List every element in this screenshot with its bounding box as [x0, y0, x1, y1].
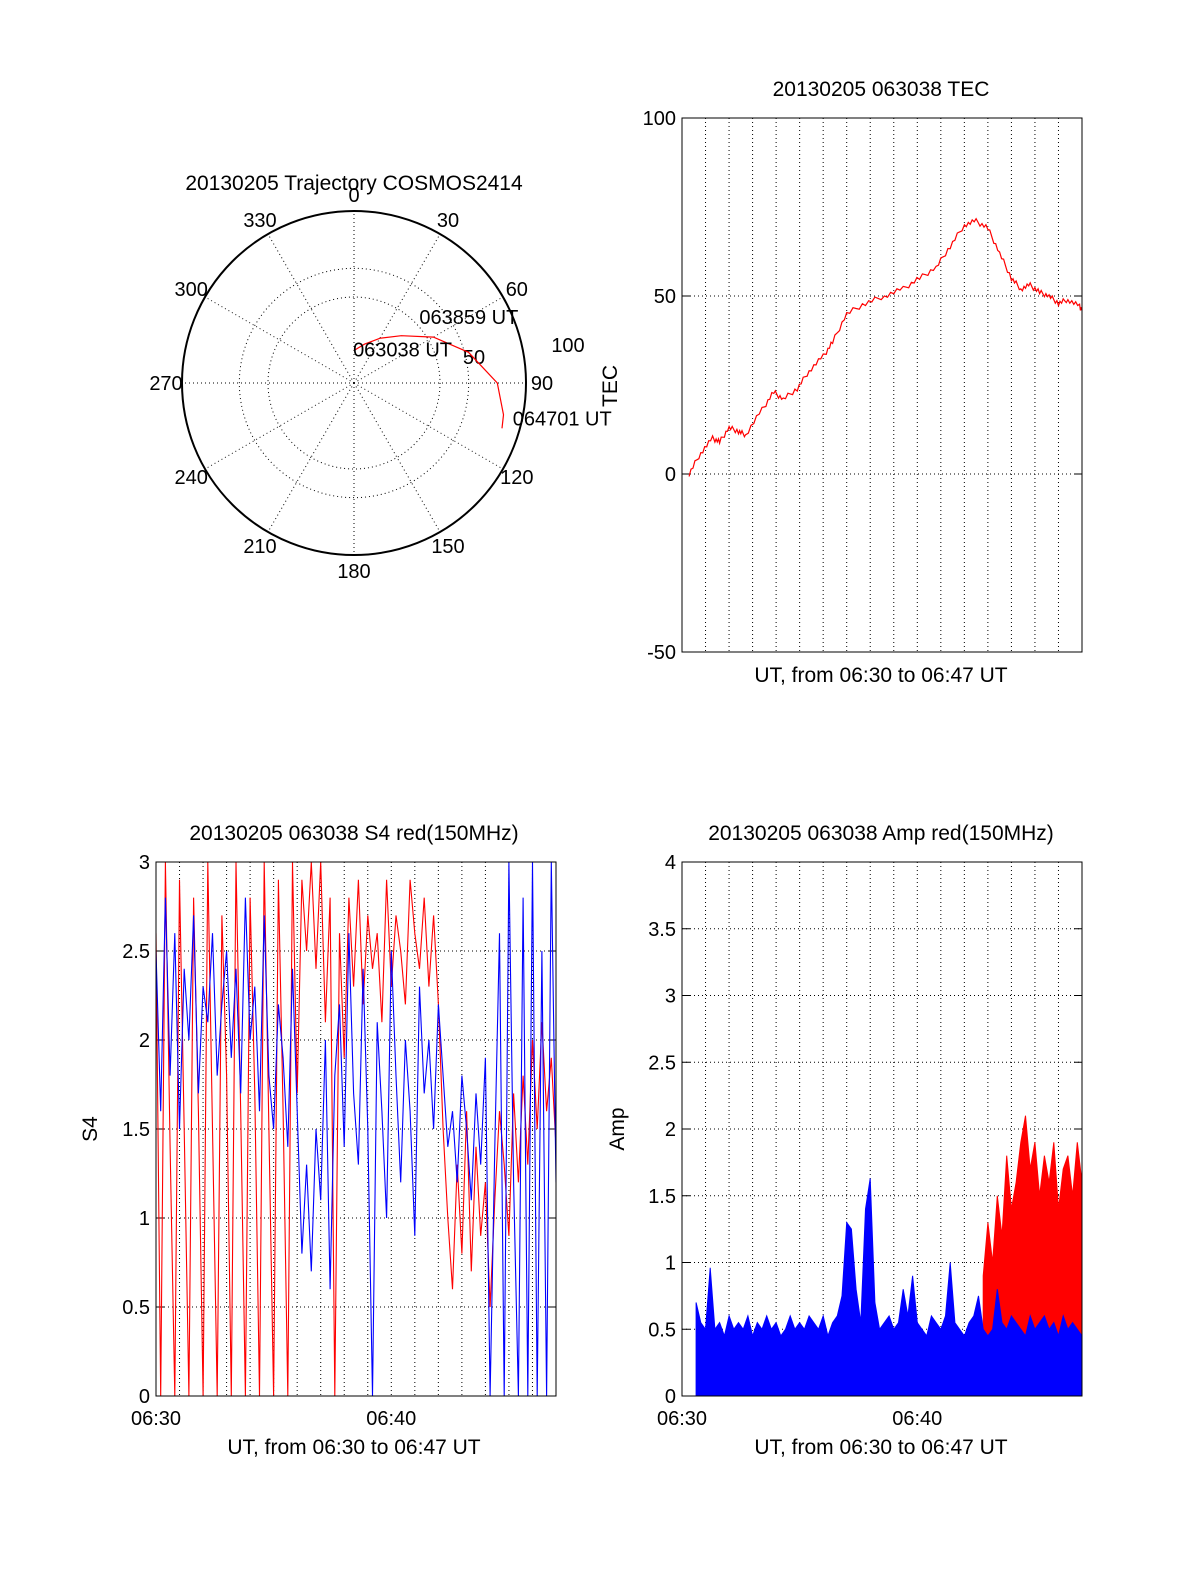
s4-ytick-label: 2	[139, 1030, 150, 1052]
polar-spoke	[267, 233, 355, 384]
amp-panel: 20130205 063038 Amp red(150MHz) UT, from…	[606, 822, 1083, 1459]
polar-azimuth-label: 90	[531, 373, 553, 395]
tec-ytick-label: -50	[647, 642, 676, 664]
amp-ytick-label: 0	[665, 1386, 676, 1408]
s4-red-series	[156, 862, 556, 1396]
tec-frame	[681, 117, 1083, 653]
s4-ytick-label: 0.5	[122, 1297, 150, 1319]
amp-xtick-label: 06:40	[892, 1408, 942, 1430]
polar-azimuth-label: 180	[337, 561, 370, 583]
polar-azimuth-label: 240	[174, 467, 207, 489]
amp-blue-series	[695, 1178, 1083, 1397]
tec-series-line	[688, 217, 1083, 477]
polar-azimuth-label: 330	[243, 210, 276, 232]
s4-xtick-label: 06:40	[366, 1408, 416, 1430]
tec-ylabel: TEC	[599, 365, 622, 407]
s4-ytick-label: 2.5	[122, 941, 150, 963]
polar-trajectory-panel: 20130205 Trajectory COSMOS2414 0 30 60 90 12…	[149, 172, 611, 583]
polar-spoke	[353, 382, 504, 470]
polar-radial-label: 100	[551, 335, 584, 357]
s4-ytick-label: 0	[139, 1386, 150, 1408]
amp-ytick-label: 0.5	[648, 1319, 676, 1341]
polar-azimuth-label: 210	[243, 536, 276, 558]
polar-azimuth-label: 0	[348, 185, 359, 207]
s4-ytick-label: 1.5	[122, 1119, 150, 1141]
polar-spoke	[353, 233, 441, 384]
amp-ytick-label: 3.5	[648, 919, 676, 941]
polar-azimuth-label: 120	[500, 467, 533, 489]
tec-title: 20130205 063038 TEC	[773, 78, 990, 101]
tec-xlabel: UT, from 06:30 to 06:47 UT	[754, 664, 1007, 687]
s4-xlabel: UT, from 06:30 to 06:47 UT	[227, 1436, 480, 1459]
amp-xlabel: UT, from 06:30 to 06:47 UT	[754, 1436, 1007, 1459]
tec-ytick-label: 100	[643, 108, 676, 130]
amp-ytick-label: 2.5	[648, 1052, 676, 1074]
polar-time-annotation: 063859 UT	[419, 307, 518, 329]
amp-ytick-label: 4	[665, 852, 676, 874]
s4-ylabel: S4	[79, 1116, 102, 1142]
s4-ytick-label: 3	[139, 852, 150, 874]
polar-spoke	[353, 382, 441, 533]
tec-ytick-label: 0	[665, 464, 676, 486]
s4-xtick-label: 06:30	[131, 1408, 181, 1430]
polar-time-annotation: 064701 UT	[513, 409, 612, 431]
s4-frame	[155, 861, 557, 1397]
polar-time-annotation: 063038 UT	[353, 339, 452, 361]
polar-spoke	[353, 296, 504, 384]
polar-azimuth-label: 270	[149, 373, 182, 395]
tec-ytick-label: 50	[654, 286, 676, 308]
amp-ytick-label: 3	[665, 986, 676, 1008]
amp-frame	[681, 861, 1083, 1397]
polar-spoke	[267, 382, 355, 533]
polar-title: 20130205 Trajectory COSMOS2414	[185, 172, 523, 195]
s4-title: 20130205 063038 S4 red(150MHz)	[189, 822, 518, 845]
polar-spoke	[204, 382, 355, 470]
polar-grid-ring	[238, 267, 470, 499]
amp-xtick-label: 06:30	[657, 1408, 707, 1430]
polar-azimuth-label: 60	[506, 279, 528, 301]
amp-ytick-label: 1.5	[648, 1186, 676, 1208]
s4-series-group	[156, 862, 556, 1396]
tec-panel: 20130205 063038 TEC UT, from 06:30 to 06…	[599, 78, 1083, 687]
polar-azimuth-label: 300	[174, 279, 207, 301]
polar-azimuth-label: 150	[431, 536, 464, 558]
polar-trajectory-line	[353, 335, 505, 429]
s4-ytick-label: 1	[139, 1208, 150, 1230]
polar-outer-circle	[181, 210, 527, 556]
amp-ylabel: Amp	[606, 1107, 629, 1150]
amp-ytick-label: 1	[665, 1253, 676, 1275]
amp-ytick-label: 2	[665, 1119, 676, 1141]
s4-panel: 20130205 063038 S4 red(150MHz) UT, from …	[79, 822, 557, 1459]
amp-title: 20130205 063038 Amp red(150MHz)	[708, 822, 1054, 845]
s4-blue-series	[156, 862, 556, 1396]
polar-spoke	[204, 296, 355, 384]
polar-grid-ring	[267, 296, 441, 470]
polar-azimuth-label: 30	[437, 210, 459, 232]
